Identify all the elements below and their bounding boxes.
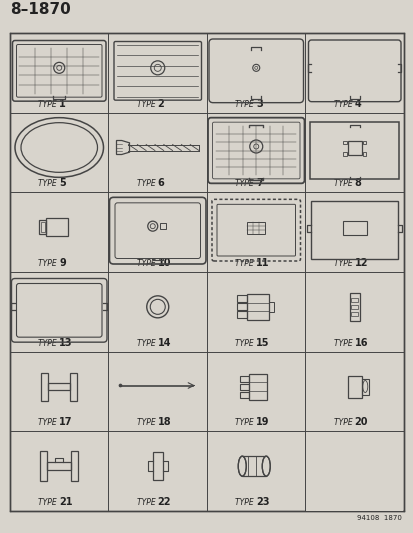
- Text: 13: 13: [59, 338, 73, 348]
- Bar: [350, 312, 357, 316]
- Text: 18: 18: [157, 417, 171, 427]
- Text: TYPE: TYPE: [333, 259, 354, 268]
- Text: TYPE: TYPE: [136, 179, 157, 188]
- Bar: [71, 451, 78, 481]
- Bar: [237, 303, 247, 310]
- Text: 1: 1: [59, 99, 66, 109]
- Bar: [40, 451, 47, 481]
- Text: 10: 10: [157, 258, 171, 268]
- Text: TYPE: TYPE: [136, 498, 157, 507]
- Text: TYPE: TYPE: [38, 338, 59, 348]
- Text: 6: 6: [157, 179, 164, 188]
- Bar: [242, 456, 266, 476]
- Text: 12: 12: [354, 258, 367, 268]
- Text: TYPE: TYPE: [38, 418, 59, 427]
- Text: 9: 9: [59, 258, 66, 268]
- Text: TYPE: TYPE: [235, 259, 256, 268]
- Text: 8: 8: [354, 179, 361, 188]
- Bar: [240, 392, 249, 398]
- Text: TYPE: TYPE: [333, 338, 354, 348]
- Text: 19: 19: [256, 417, 269, 427]
- Text: TYPE: TYPE: [38, 498, 59, 507]
- Bar: [40, 222, 45, 232]
- Bar: [347, 376, 361, 398]
- Text: TYPE: TYPE: [235, 418, 256, 427]
- Bar: [342, 221, 366, 235]
- Bar: [237, 295, 247, 302]
- Bar: [305, 432, 403, 511]
- Bar: [247, 294, 268, 320]
- Bar: [362, 152, 366, 156]
- Text: TYPE: TYPE: [38, 179, 59, 188]
- Bar: [247, 222, 265, 234]
- Text: 5: 5: [59, 179, 66, 188]
- Bar: [268, 302, 273, 312]
- Bar: [47, 462, 71, 470]
- Text: 7: 7: [256, 179, 262, 188]
- Bar: [350, 305, 357, 309]
- Text: TYPE: TYPE: [235, 100, 256, 109]
- Text: 94108  1870: 94108 1870: [356, 515, 401, 521]
- Text: TYPE: TYPE: [136, 338, 157, 348]
- Text: 15: 15: [256, 338, 269, 348]
- Text: TYPE: TYPE: [333, 100, 354, 109]
- Bar: [48, 383, 70, 390]
- Bar: [249, 374, 267, 400]
- Text: 3: 3: [256, 99, 262, 109]
- Bar: [70, 373, 77, 400]
- Text: 23: 23: [256, 497, 269, 507]
- Text: TYPE: TYPE: [235, 338, 256, 348]
- Bar: [240, 376, 249, 382]
- Bar: [237, 311, 247, 318]
- Text: 22: 22: [157, 497, 171, 507]
- Text: 16: 16: [354, 338, 367, 348]
- Circle shape: [119, 384, 122, 387]
- Text: 21: 21: [59, 497, 73, 507]
- Bar: [10, 33, 403, 511]
- Text: 2: 2: [157, 99, 164, 109]
- Text: 8–1870: 8–1870: [10, 2, 71, 17]
- Text: 11: 11: [256, 258, 269, 268]
- Bar: [362, 141, 366, 144]
- Ellipse shape: [237, 456, 246, 476]
- Bar: [349, 293, 359, 321]
- Bar: [46, 218, 68, 236]
- Text: TYPE: TYPE: [136, 259, 157, 268]
- Bar: [311, 201, 397, 259]
- Bar: [152, 452, 162, 480]
- Text: 4: 4: [354, 99, 361, 109]
- Text: TYPE: TYPE: [38, 100, 59, 109]
- Bar: [342, 152, 346, 156]
- Text: 14: 14: [157, 338, 171, 348]
- Bar: [347, 141, 361, 155]
- Text: 20: 20: [354, 417, 367, 427]
- Bar: [350, 298, 357, 302]
- Text: TYPE: TYPE: [235, 498, 256, 507]
- Bar: [159, 223, 165, 229]
- Bar: [41, 373, 48, 400]
- Text: TYPE: TYPE: [38, 259, 59, 268]
- Bar: [39, 220, 46, 234]
- Text: TYPE: TYPE: [235, 179, 256, 188]
- Bar: [342, 141, 346, 144]
- Text: TYPE: TYPE: [333, 179, 354, 188]
- Text: TYPE: TYPE: [333, 418, 354, 427]
- Bar: [240, 384, 249, 390]
- Text: TYPE: TYPE: [136, 418, 157, 427]
- Ellipse shape: [261, 456, 270, 476]
- Bar: [361, 378, 368, 394]
- Text: 17: 17: [59, 417, 73, 427]
- Text: TYPE: TYPE: [136, 100, 157, 109]
